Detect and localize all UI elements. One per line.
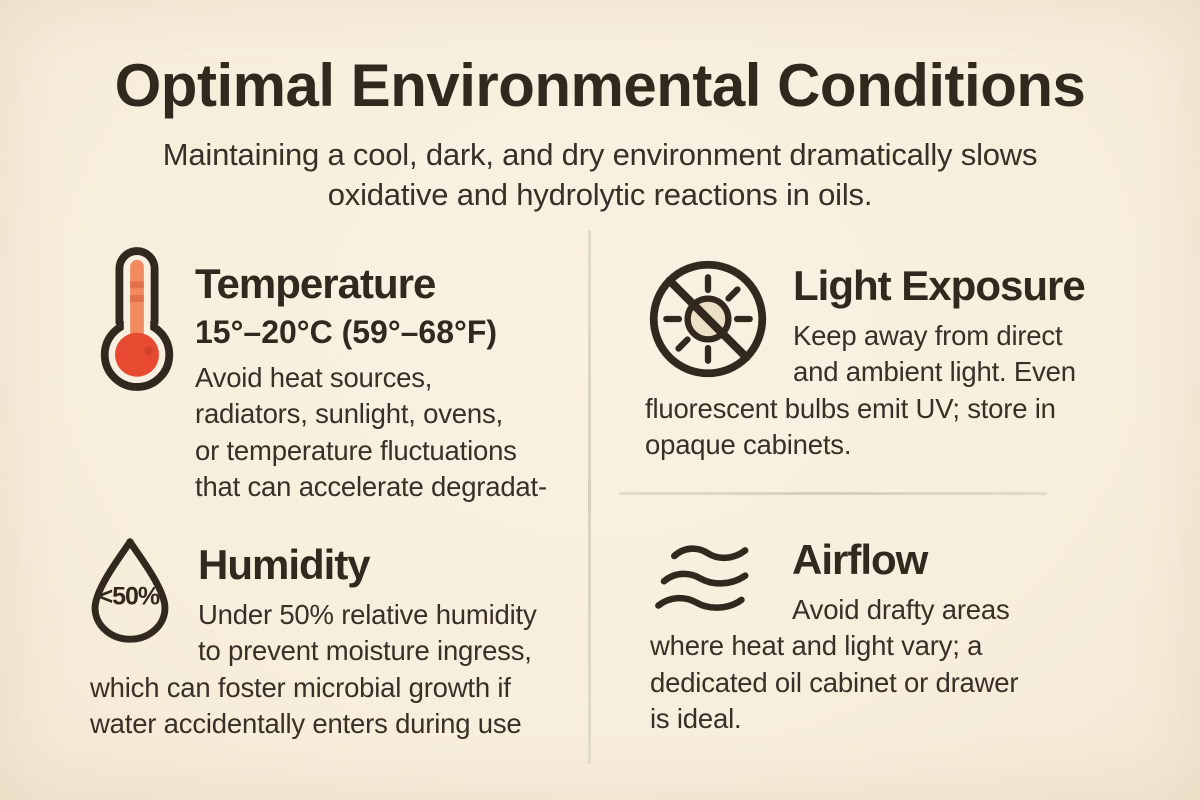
temperature-card: Temperature 15°–20°C (59°–68°F) Avoid he…: [93, 244, 573, 506]
airflow-title: Airflow: [792, 536, 928, 583]
light-exposure-card: Light Exposure Keep away from direct and…: [645, 256, 1115, 464]
page-title: Optimal Environmental Conditions: [114, 52, 1086, 119]
humidity-title: Humidity: [198, 541, 371, 588]
temperature-text: Temperature 15°–20°C (59°–68°F) Avoid he…: [195, 244, 547, 506]
humidity-body: Under 50% relative humidity to prevent m…: [90, 598, 537, 740]
thermometer-icon: [93, 246, 181, 398]
airflow-card: Airflow Avoid drafty areas where heat an…: [650, 532, 1112, 738]
header: Optimal Environmental Conditions Maintai…: [0, 0, 1200, 215]
light-exposure-title: Light Exposure: [793, 262, 1086, 309]
page-subtitle: Maintaining a cool, dark, and dry enviro…: [162, 137, 1038, 213]
horizontal-divider: [619, 492, 1047, 495]
humidity-threshold-label: <50%: [98, 582, 160, 611]
humidity-card: <50% Humidity Under 50% relative humidit…: [84, 533, 556, 743]
temperature-range: 15°–20°C (59°–68°F): [195, 313, 498, 350]
airflow-waves-icon: [650, 540, 762, 615]
vertical-divider: [588, 230, 591, 764]
no-sunlight-icon: [645, 256, 771, 382]
temperature-title: Temperature: [195, 260, 436, 307]
water-drop-icon: <50%: [84, 537, 176, 643]
temperature-body: Avoid heat sources, radiators, sunlight,…: [195, 361, 547, 503]
light-exposure-body: Keep away from direct and ambient light.…: [645, 319, 1076, 461]
airflow-body: Avoid drafty areas where heat and light …: [650, 593, 1019, 735]
